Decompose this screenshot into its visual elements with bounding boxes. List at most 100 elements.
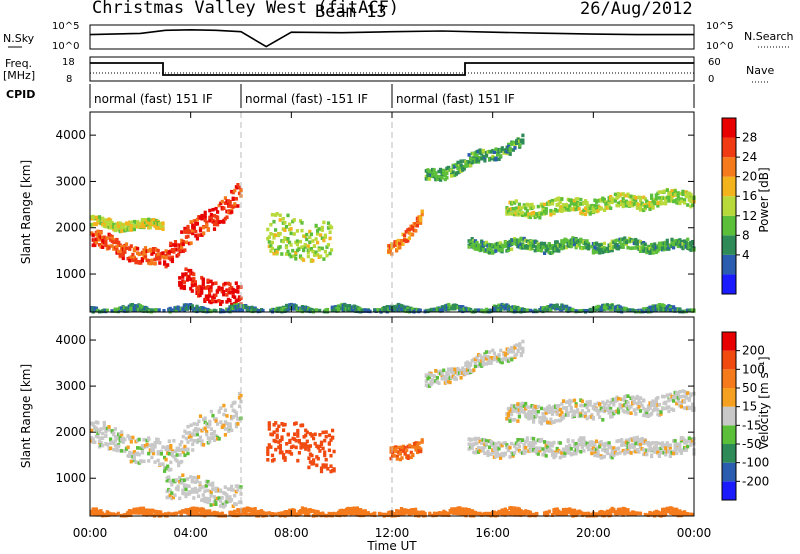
velocity-cell [197, 438, 201, 442]
velocity-cell [683, 438, 687, 442]
velocity-cell [690, 439, 695, 443]
velocity-cell [681, 436, 685, 440]
velocity-cell [483, 353, 487, 358]
power-cell [206, 278, 210, 283]
power-cell [322, 220, 326, 225]
power-cell [220, 220, 224, 224]
velocity-cell [91, 507, 95, 511]
velocity-cell [267, 443, 271, 447]
power-cell [266, 227, 270, 232]
velocity-cell [610, 449, 614, 454]
power-cell [484, 307, 488, 312]
velocity-cell [665, 441, 669, 445]
power-cell [533, 248, 537, 253]
velocity-cell [568, 443, 572, 448]
power-cell [189, 286, 193, 291]
power-cell [126, 307, 130, 312]
velocity-cell [583, 403, 588, 407]
power-cell [599, 206, 603, 211]
velocity-cell [222, 412, 226, 417]
power-cell [178, 276, 182, 280]
velocity-cell [653, 403, 657, 408]
power-cell [151, 250, 156, 255]
velocity-cell [563, 453, 567, 458]
power-cell [216, 222, 220, 227]
velocity-cell [632, 445, 636, 449]
power-cell [631, 203, 635, 208]
power-cell [524, 244, 528, 249]
power-cell [316, 232, 320, 236]
velocity-cell [226, 487, 230, 491]
power-cell [566, 205, 570, 209]
velocity-cell [476, 445, 481, 450]
velocity-cell [316, 456, 320, 461]
power-cell [237, 191, 242, 196]
velocity-cell [293, 432, 297, 436]
velocity-cell [392, 453, 396, 458]
velocity-cell [494, 442, 498, 446]
power-cell [585, 201, 589, 205]
velocity-cell [159, 510, 163, 515]
power-cell [209, 285, 213, 289]
power-cell [525, 208, 529, 213]
power-cell [94, 308, 98, 313]
velocity-cell [310, 453, 314, 458]
velocity-cell [394, 447, 398, 451]
power-cell [602, 241, 606, 246]
power-cell [184, 267, 188, 271]
velocity-cell [454, 377, 458, 381]
power-cell [311, 249, 315, 254]
power-cell [233, 204, 237, 208]
power-cell [511, 140, 515, 145]
power-cell [481, 148, 485, 153]
velocity-cell [266, 452, 270, 456]
velocity-cell [195, 479, 199, 484]
power-cell [153, 261, 157, 266]
velocity-cell [131, 435, 135, 440]
power-cell [530, 246, 534, 251]
velocity-cell [323, 453, 327, 458]
power-cell [320, 228, 324, 232]
velocity-cell [167, 439, 171, 443]
velocity-cell [579, 411, 583, 416]
power-cell [550, 198, 555, 203]
power-cell [496, 152, 500, 157]
power-cell [212, 293, 216, 298]
power-cell [447, 302, 451, 307]
velocity-cell [521, 438, 525, 442]
velocity-cell [272, 430, 276, 434]
power-cell [664, 201, 668, 206]
power-cell [524, 238, 528, 243]
velocity-cell [223, 427, 227, 431]
velocity-cell [234, 513, 238, 518]
velocity-cell [513, 404, 517, 408]
velocity-cell [470, 437, 474, 442]
power-cell [291, 248, 295, 253]
velocity-cell [645, 411, 649, 416]
power-cell [513, 237, 517, 241]
velocity-cell [681, 448, 685, 453]
velocity-cell [292, 510, 297, 514]
power-cell [555, 248, 559, 253]
velocity-cell [533, 408, 537, 412]
velocity-cell [560, 410, 564, 415]
power-cell [621, 199, 625, 203]
velocity-cell [524, 406, 528, 411]
power-cell [325, 307, 330, 312]
power-cell [634, 238, 638, 242]
power-cell [317, 227, 321, 231]
velocity-cell [321, 446, 325, 451]
velocity-cell [231, 504, 235, 508]
power-cell [577, 309, 581, 313]
velocity-cell [192, 496, 196, 500]
velocity-cell [239, 492, 243, 496]
velocity-cell [219, 488, 223, 493]
velocity-cell [175, 459, 179, 463]
power-cell [643, 205, 647, 209]
power-cell [117, 249, 121, 254]
velocity-cell [270, 432, 275, 437]
power-cell [435, 177, 439, 181]
power-cell [203, 218, 207, 223]
velocity-cell [631, 438, 635, 442]
velocity-cell [209, 489, 213, 494]
